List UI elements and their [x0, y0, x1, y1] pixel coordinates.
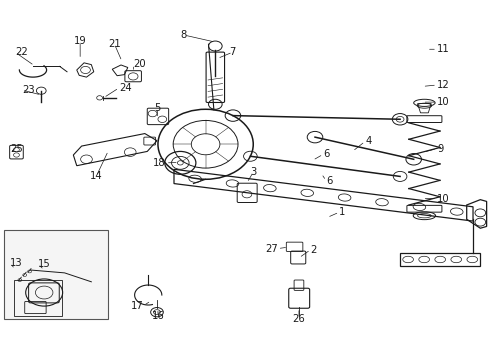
Text: 22: 22 — [15, 47, 28, 57]
Text: 1: 1 — [339, 207, 345, 217]
Text: 6: 6 — [323, 149, 329, 159]
Text: 10: 10 — [436, 97, 449, 107]
Text: 13: 13 — [10, 258, 23, 268]
Text: 9: 9 — [436, 144, 443, 154]
Bar — [14, 280, 62, 316]
Text: 12: 12 — [436, 80, 449, 90]
Text: 7: 7 — [229, 47, 236, 57]
Text: 20: 20 — [133, 59, 146, 69]
Text: 14: 14 — [90, 171, 102, 181]
Text: 24: 24 — [119, 83, 131, 93]
Text: 26: 26 — [292, 314, 305, 324]
Text: 4: 4 — [365, 136, 370, 147]
Text: 15: 15 — [38, 259, 50, 269]
Text: 19: 19 — [74, 36, 86, 46]
Text: 10: 10 — [436, 194, 449, 203]
Text: 21: 21 — [107, 39, 121, 49]
Text: 25: 25 — [10, 144, 23, 154]
Text: 8: 8 — [180, 30, 186, 40]
Text: 17: 17 — [130, 301, 143, 311]
Text: 16: 16 — [151, 311, 164, 321]
Text: 3: 3 — [250, 167, 256, 177]
Text: 11: 11 — [436, 44, 449, 54]
Text: 2: 2 — [310, 245, 316, 255]
Bar — [4, 230, 108, 319]
Text: 18: 18 — [153, 158, 165, 168]
Text: 27: 27 — [264, 244, 277, 253]
Text: 6: 6 — [325, 176, 332, 186]
Text: 5: 5 — [154, 103, 160, 113]
Text: 23: 23 — [22, 85, 34, 95]
